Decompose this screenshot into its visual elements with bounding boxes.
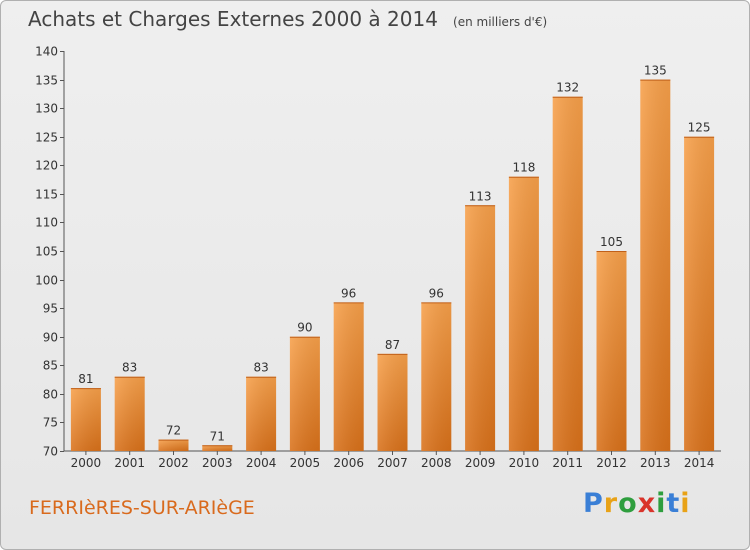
chart-title: Achats et Charges Externes 2000 à 2014 (…: [28, 7, 547, 31]
bar: [202, 445, 233, 451]
logo-letter: P: [583, 488, 604, 519]
bar: [421, 302, 452, 451]
chart-title-unit: (en milliers d'€): [453, 15, 548, 29]
y-tick-label: 90: [43, 331, 58, 345]
x-tick-label: 2006: [333, 456, 364, 470]
y-tick-label: 135: [35, 74, 58, 88]
data-label: 81: [78, 372, 93, 386]
x-tick-label: 2009: [465, 456, 496, 470]
bar-shade: [640, 79, 671, 452]
data-label: 83: [253, 361, 268, 375]
data-label: 87: [385, 338, 400, 352]
bar: [289, 336, 320, 451]
y-tick-label: 110: [35, 216, 58, 230]
x-tick-label: 2010: [509, 456, 540, 470]
data-label: 72: [166, 424, 181, 438]
chart-title-main: Achats et Charges Externes 2000 à 2014: [28, 7, 438, 31]
bar-shade: [552, 96, 583, 451]
bar-shade: [465, 205, 496, 451]
y-tick-label: 140: [35, 45, 58, 59]
chart-axes: 70 75 80 85 90 95 100 105 110 115 120 125 130 135 140 2…: [35, 45, 721, 470]
y-tick-label: 70: [43, 445, 58, 459]
x-tick-label: 2012: [596, 456, 627, 470]
chart-bars: [70, 79, 715, 452]
x-tick-label: 2013: [640, 456, 671, 470]
bar-shade: [114, 376, 145, 451]
bar-shade: [377, 353, 408, 451]
bar: [246, 376, 277, 451]
y-tick-label: 105: [35, 245, 58, 259]
bar: [552, 96, 583, 451]
bar-shade: [289, 336, 320, 451]
y-tick-label: 80: [43, 388, 58, 402]
y-tick-label: 100: [35, 274, 58, 288]
bar-shade: [333, 302, 364, 451]
chart-value-labels: 81 83 72 71 83 90 96 87 96 113 118 132 105 135 125: [78, 64, 710, 444]
logo-letter: i: [680, 488, 691, 519]
bar-shade: [70, 388, 101, 451]
logo-letter: r: [603, 488, 619, 519]
y-tick-label: 95: [43, 302, 58, 316]
bar: [465, 205, 496, 451]
bar-shade: [246, 376, 277, 451]
bar-shade: [421, 302, 452, 451]
bar: [70, 388, 101, 451]
bar: [640, 79, 671, 452]
data-label: 90: [297, 321, 312, 335]
bar: [114, 376, 145, 451]
bar-shade: [596, 251, 627, 451]
y-tick-label: 75: [43, 416, 58, 430]
data-label: 118: [512, 161, 535, 175]
logo-letter: i: [656, 488, 667, 519]
data-label: 96: [341, 286, 356, 300]
x-tick-label: 2001: [114, 456, 145, 470]
x-tick-label: 2002: [158, 456, 189, 470]
logo-letter: t: [666, 488, 681, 519]
data-label: 125: [688, 121, 711, 135]
y-tick-label: 85: [43, 359, 58, 373]
bar-shade: [508, 176, 539, 451]
data-label: 105: [600, 235, 623, 249]
x-tick-label: 2008: [421, 456, 452, 470]
data-label: 71: [210, 429, 225, 443]
data-label: 96: [429, 286, 444, 300]
data-label: 83: [122, 361, 137, 375]
data-label: 135: [644, 64, 667, 78]
data-label: 132: [556, 81, 579, 95]
x-tick-label: 2011: [552, 456, 583, 470]
bar-shade: [158, 439, 189, 451]
bar: [158, 439, 189, 451]
bar: [596, 251, 627, 451]
y-tick-label: 120: [35, 159, 58, 173]
bar: [684, 136, 715, 451]
bar: [508, 176, 539, 451]
bar-shade: [202, 445, 233, 451]
x-tick-label: 2007: [377, 456, 408, 470]
proxiti-logo: Proxiti: [583, 488, 691, 519]
y-tick-label: 125: [35, 131, 58, 145]
bar: [377, 353, 408, 451]
x-tick-label: 2004: [246, 456, 277, 470]
x-tick-label: 2000: [71, 456, 102, 470]
x-tick-label: 2005: [290, 456, 321, 470]
y-tick-label: 115: [35, 188, 58, 202]
commune-name: FERRIèRES-SUR-ARIèGE: [29, 497, 255, 519]
logo-letter: o: [618, 488, 638, 519]
bar: [333, 302, 364, 451]
x-tick-label: 2003: [202, 456, 233, 470]
data-label: 113: [469, 189, 492, 203]
bar-shade: [684, 136, 715, 451]
x-tick-label: 2014: [684, 456, 715, 470]
y-tick-label: 130: [35, 102, 58, 116]
logo-letter: x: [637, 488, 657, 519]
